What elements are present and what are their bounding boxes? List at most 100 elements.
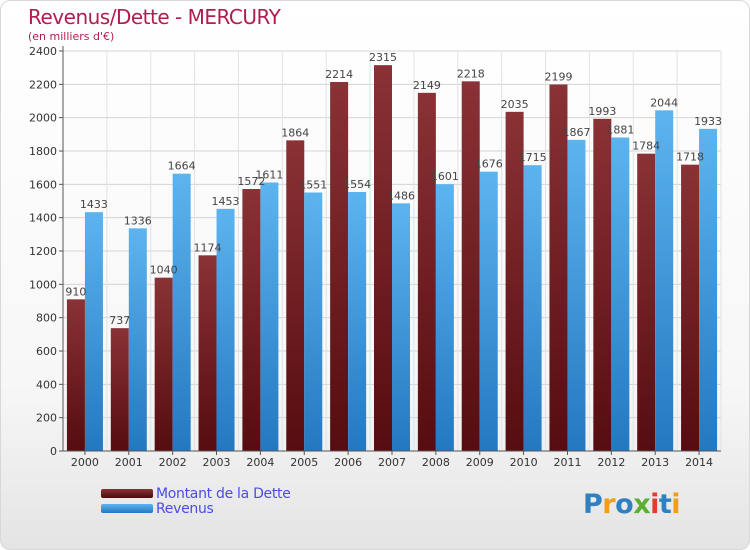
x-tick-label: 2009 [466,456,494,469]
value-label-revenus: 1554 [343,178,371,191]
legend-swatch-revenus [101,504,153,513]
value-label-revenus: 1486 [387,189,415,202]
legend-label-dette: Montant de la Dette [156,485,291,502]
y-tick-label: 1200 [29,245,57,258]
legend-item-revenus: Revenus [101,500,291,517]
legend-label-revenus: Revenus [156,500,214,517]
bar-revenus [523,165,542,451]
x-tick-label: 2004 [246,456,274,469]
y-tick-label: 2000 [29,112,57,125]
value-label-dette: 2035 [501,98,529,111]
bar-dette [593,118,612,451]
x-tick-label: 2013 [641,456,669,469]
value-label-dette: 2218 [457,67,485,80]
chart-subtitle: (en milliers d'€) [28,30,115,43]
bar-dette [110,328,129,451]
legend-item-dette: Montant de la Dette [101,485,291,502]
x-tick-label: 2010 [510,456,538,469]
y-tick-label: 1800 [29,145,57,158]
x-tick-label: 2012 [597,456,625,469]
bar-revenus [479,171,498,451]
bar-revenus [84,212,103,451]
bar-dette [549,84,568,451]
value-label-revenus: 1664 [168,160,196,173]
value-label-revenus: 1881 [606,124,634,137]
bar-revenus [699,128,718,451]
value-label-revenus: 1551 [299,179,327,192]
y-tick-label: 0 [50,445,57,458]
y-tick-label: 1600 [29,178,57,191]
bar-revenus [655,110,674,451]
bar-dette [417,92,436,451]
value-label-dette: 1572 [237,175,265,188]
bar-dette [154,277,173,451]
value-label-revenus: 2044 [650,96,678,109]
x-tick-label: 2000 [71,456,99,469]
value-label-revenus: 1611 [255,169,283,182]
y-tick-label: 1400 [29,212,57,225]
chart-title: Revenus/Dette - MERCURY [28,5,281,29]
value-label-dette: 1784 [632,140,660,153]
x-tick-label: 2005 [290,456,318,469]
bar-dette [286,140,305,452]
y-tick-label: 600 [36,345,57,358]
bar-dette [637,153,656,451]
y-tick-label: 2200 [29,78,57,91]
bar-revenus [611,137,630,451]
value-label-revenus: 1933 [694,115,722,128]
bar-dette [461,81,480,451]
bar-revenus [392,203,410,451]
x-tick-label: 2007 [378,456,406,469]
value-label-revenus: 1433 [80,198,108,211]
value-label-dette: 2214 [325,68,353,81]
bar-revenus [348,192,367,451]
bar-revenus [128,228,147,451]
value-label-dette: 737 [109,314,130,327]
x-tick-label: 2014 [685,456,713,469]
value-label-revenus: 1867 [562,126,590,139]
value-label-revenus: 1676 [475,158,503,171]
bar-revenus [216,208,235,451]
value-label-revenus: 1601 [431,170,459,183]
value-label-dette: 1040 [150,264,178,277]
value-label-dette: 2149 [413,79,441,92]
x-tick-label: 2002 [159,456,187,469]
value-label-dette: 1864 [281,126,309,139]
value-label-revenus: 1336 [124,214,152,227]
bar-revenus [260,182,279,451]
value-label-dette: 910 [65,285,86,298]
y-tick-label: 2400 [29,45,57,58]
x-tick-label: 2011 [553,456,581,469]
x-tick-label: 2001 [115,456,143,469]
bar-revenus [435,184,454,451]
legend-swatch-dette [101,489,153,498]
x-tick-label: 2008 [422,456,450,469]
bar-revenus [304,192,323,451]
bar-revenus [567,139,586,452]
bar-dette [681,164,700,451]
value-label-revenus: 1715 [519,151,547,164]
bar-dette [505,111,524,451]
x-tick-label: 2006 [334,456,362,469]
y-tick-label: 400 [36,378,57,391]
bar-dette [374,65,392,452]
bar-dette [242,189,261,451]
value-label-dette: 2315 [369,51,397,64]
y-tick-label: 1000 [29,278,57,291]
value-label-dette: 1718 [676,151,704,164]
value-label-dette: 2199 [544,71,572,84]
x-tick-label: 2003 [203,456,231,469]
bar-dette [330,82,349,451]
y-tick-label: 800 [36,312,57,325]
bar-dette [198,255,217,451]
bar-dette [66,299,85,451]
legend: Montant de la Dette Revenus [101,485,291,517]
bar-revenus [172,173,191,451]
value-label-dette: 1993 [588,105,616,118]
value-label-revenus: 1453 [212,195,240,208]
y-tick-label: 200 [36,412,57,425]
proxiti-logo: Proxiti [583,489,681,520]
value-label-dette: 1174 [194,241,222,254]
